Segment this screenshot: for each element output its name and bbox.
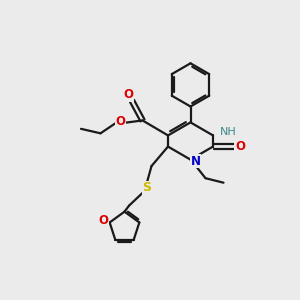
- Text: O: O: [98, 214, 108, 227]
- Text: O: O: [116, 115, 126, 128]
- Text: O: O: [235, 140, 245, 153]
- Text: O: O: [123, 88, 134, 101]
- Text: N: N: [191, 154, 201, 168]
- Text: S: S: [142, 181, 152, 194]
- Text: NH: NH: [220, 128, 236, 137]
